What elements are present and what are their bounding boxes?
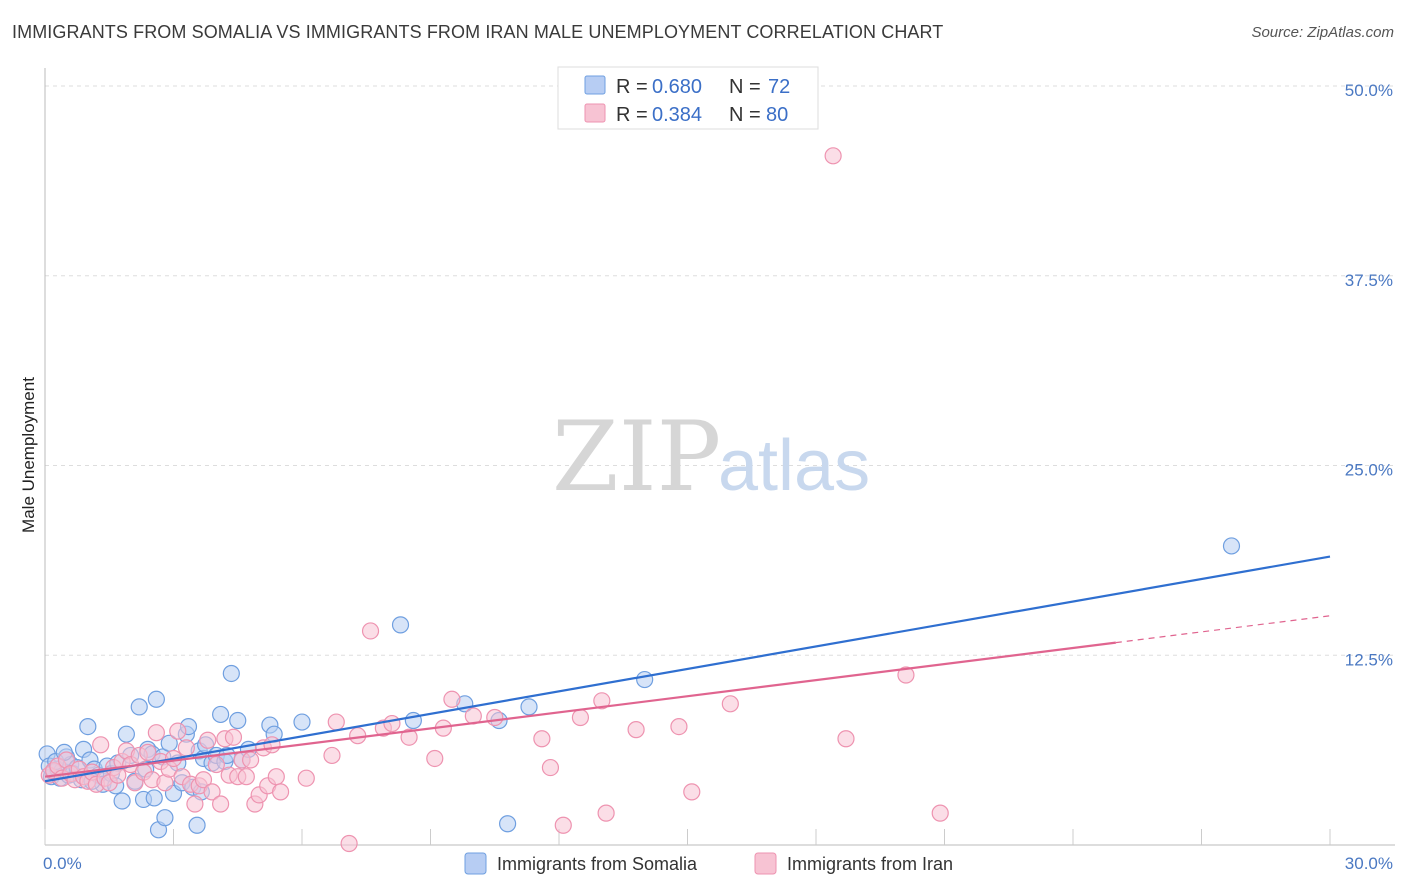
legend-r-value-iran: 0.384 — [652, 104, 702, 126]
point-0-43 — [188, 816, 206, 834]
axes — [44, 68, 1395, 846]
point-1-37 — [199, 731, 217, 749]
y-tick-label-3: 50.0% — [1345, 81, 1393, 100]
point-1-70 — [541, 758, 560, 777]
watermark-zip: ZIP — [552, 401, 721, 513]
x-tick-label-1: 30.0% — [1345, 854, 1393, 873]
point-0-66 — [1222, 537, 1241, 555]
legend-r-label-iran: R = — [616, 104, 648, 126]
point-1-71 — [554, 816, 572, 834]
trend-line-extension-1 — [1115, 615, 1331, 644]
point-0-64 — [520, 698, 538, 716]
point-0-58 — [293, 713, 311, 731]
point-0-49 — [212, 705, 230, 724]
point-1-58 — [340, 834, 358, 853]
point-1-82 — [931, 804, 949, 822]
point-0-27 — [130, 698, 148, 716]
point-0-31 — [145, 789, 163, 807]
point-1-32 — [177, 739, 195, 757]
series-legend-swatch-somalia — [464, 852, 487, 875]
series-legend-label-somalia: Immigrants from Somalia — [497, 854, 698, 874]
y-axis-label: Male Unemployment — [19, 377, 38, 533]
legend-r-label-somalia: R = — [616, 76, 648, 98]
point-1-72 — [571, 708, 590, 727]
point-1-38 — [203, 783, 221, 801]
watermark-atlas: atlas — [718, 426, 870, 506]
point-1-59 — [349, 727, 367, 745]
legend-swatch-somalia — [584, 75, 606, 95]
point-1-40 — [212, 795, 230, 813]
point-1-47 — [242, 751, 260, 769]
point-1-79 — [824, 147, 842, 165]
trend-line-0 — [44, 555, 1331, 783]
legend-n-value-somalia: 72 — [768, 76, 790, 98]
point-1-55 — [297, 769, 315, 787]
point-1-77 — [683, 783, 701, 801]
point-1-53 — [267, 768, 285, 786]
y-tick-label-1: 25.0% — [1345, 461, 1393, 480]
y-tick-label-0: 12.5% — [1345, 650, 1393, 669]
legend-n-label-somalia: N = — [729, 76, 761, 98]
point-1-43 — [224, 728, 243, 746]
point-1-30 — [169, 722, 187, 740]
point-0-23 — [113, 792, 131, 810]
correlation-legend: R = 0.680 N = 72 R = 0.384 N = 80 — [557, 66, 819, 130]
series-legend-swatch-iran — [754, 852, 777, 875]
point-1-73 — [593, 692, 611, 710]
tick-labels: 12.5% 25.0% 37.5% 50.0% 0.0% 30.0% — [43, 81, 1393, 873]
trend-lines — [44, 555, 1331, 783]
chart-title: IMMIGRANTS FROM SOMALIA VS IMMIGRANTS FR… — [12, 22, 944, 42]
point-1-63 — [400, 728, 418, 746]
point-1-57 — [327, 713, 345, 731]
point-1-80 — [837, 730, 855, 748]
point-0-32 — [147, 690, 165, 708]
point-1-64 — [426, 749, 444, 768]
legend-n-value-iran: 80 — [766, 104, 788, 126]
point-1-36 — [194, 771, 213, 789]
series-legend: Immigrants from Somalia Immigrants from … — [464, 852, 953, 875]
point-0-59 — [391, 616, 410, 634]
point-1-23 — [139, 743, 157, 762]
point-1-60 — [361, 622, 380, 640]
trend-line-1 — [44, 641, 1116, 778]
series-1-points — [40, 147, 949, 853]
point-1-52 — [263, 736, 281, 754]
point-1-76 — [670, 717, 688, 736]
point-1-54 — [271, 783, 290, 801]
legend-n-label-iran: N = — [729, 104, 761, 126]
point-1-34 — [186, 795, 204, 813]
chart-source: Source: ZipAtlas.com — [1251, 24, 1394, 41]
point-1-56 — [323, 746, 341, 765]
point-1-74 — [597, 804, 615, 822]
scatter-points — [38, 147, 1241, 853]
point-1-78 — [721, 695, 739, 713]
point-1-68 — [486, 708, 504, 727]
point-1-25 — [147, 724, 165, 742]
point-1-12 — [92, 736, 110, 754]
point-0-63 — [499, 815, 517, 833]
point-0-14 — [79, 717, 97, 736]
point-1-81 — [897, 666, 915, 684]
point-0-52 — [222, 664, 240, 683]
legend-swatch-iran — [584, 103, 606, 123]
point-1-39 — [207, 755, 225, 774]
point-1-66 — [443, 690, 461, 708]
point-0-24 — [117, 725, 135, 743]
point-1-62 — [383, 714, 401, 733]
point-1-75 — [627, 721, 645, 739]
point-0-35 — [156, 809, 174, 827]
point-0-53 — [229, 711, 247, 730]
y-tick-label-2: 37.5% — [1345, 271, 1393, 290]
point-0-65 — [636, 670, 654, 689]
series-legend-label-iran: Immigrants from Iran — [787, 854, 953, 874]
gridlines — [45, 85, 1395, 656]
point-1-46 — [237, 768, 255, 786]
point-1-69 — [533, 730, 551, 748]
legend-r-value-somalia: 0.680 — [652, 76, 702, 98]
x-tick-label-0: 0.0% — [43, 854, 82, 873]
